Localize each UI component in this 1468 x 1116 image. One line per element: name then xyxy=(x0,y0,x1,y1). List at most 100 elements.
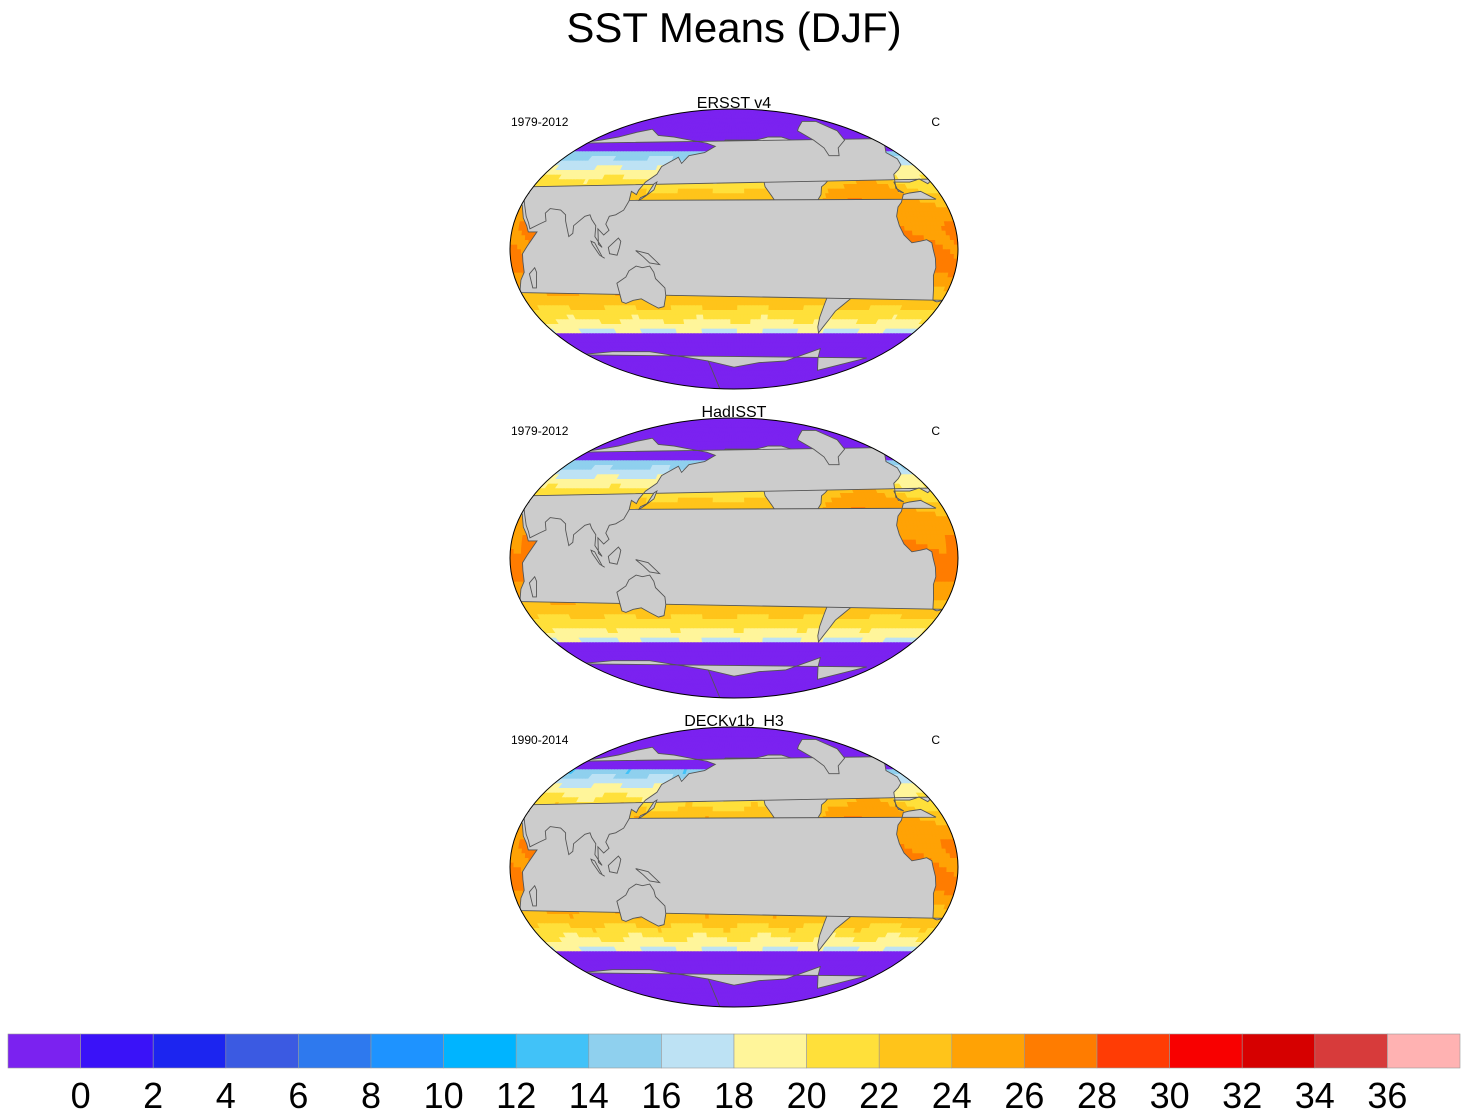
sst-cell xyxy=(739,328,745,334)
sst-cell xyxy=(833,374,846,381)
sst-cell xyxy=(935,244,940,250)
sst-cell xyxy=(720,328,725,334)
sst-cell xyxy=(708,300,714,306)
sst-cell xyxy=(737,300,742,306)
sst-cell xyxy=(615,374,630,381)
sst-cell xyxy=(891,351,904,357)
sst-cell xyxy=(935,253,940,259)
sst-cell xyxy=(829,374,842,381)
sst-cell xyxy=(912,332,922,338)
sst-cell xyxy=(814,383,834,389)
sst-cell xyxy=(728,351,732,357)
sst-cell xyxy=(858,369,871,376)
sst-cell xyxy=(836,374,850,381)
sst-cell xyxy=(650,383,666,389)
sst-cell xyxy=(706,314,711,320)
sst-cell xyxy=(840,374,855,381)
sst-cell xyxy=(737,314,742,320)
sst-cell xyxy=(648,383,665,389)
sst-cell xyxy=(645,383,662,389)
sst-cell xyxy=(712,192,717,198)
sst-cell xyxy=(733,300,738,306)
sst-cell xyxy=(520,244,526,250)
sst-cell xyxy=(727,337,732,343)
sst-cell xyxy=(546,332,556,338)
sst-cell xyxy=(806,383,823,389)
sst-cell xyxy=(517,248,522,254)
sst-cell xyxy=(624,374,637,381)
sst-cell xyxy=(747,192,753,198)
sst-cell xyxy=(750,304,756,310)
sst-cell xyxy=(583,360,597,367)
sst-cell xyxy=(736,337,741,343)
sst-cell xyxy=(538,328,548,334)
sst-cell xyxy=(599,369,613,376)
sst-cell xyxy=(868,365,881,371)
sst-cell xyxy=(621,379,637,385)
sst-cell xyxy=(660,383,675,389)
sst-cell xyxy=(623,379,639,385)
sst-cell xyxy=(731,374,735,381)
sst-cell xyxy=(908,234,914,240)
sst-cell xyxy=(737,192,742,198)
sst-cell xyxy=(743,314,749,320)
sst-cell xyxy=(831,374,844,381)
sst-cell xyxy=(620,374,634,381)
sst-cell xyxy=(876,356,889,362)
sst-cell xyxy=(705,192,710,198)
sst-cell xyxy=(932,314,940,320)
sst-cell xyxy=(733,346,738,352)
sst-cell xyxy=(730,309,735,315)
sst-cell xyxy=(628,379,644,385)
sst-cell xyxy=(625,379,641,385)
sst-cell xyxy=(723,323,728,329)
sst-cell xyxy=(558,342,569,348)
sst-cell xyxy=(946,253,951,259)
sst-cell xyxy=(524,234,530,240)
sst-cell xyxy=(722,300,728,306)
sst-cell xyxy=(522,304,530,310)
sst-cell xyxy=(744,192,749,198)
sst-cell xyxy=(730,300,735,306)
sst-cell xyxy=(636,383,655,389)
sst-cell xyxy=(609,374,624,381)
sst-cell xyxy=(803,383,820,389)
sst-cell xyxy=(586,360,599,367)
sst-cell xyxy=(737,304,742,310)
sst-cell xyxy=(740,323,745,329)
sst-field xyxy=(510,109,958,389)
sst-cell xyxy=(950,244,955,250)
sst-cell xyxy=(810,383,828,389)
sst-cell xyxy=(861,365,873,371)
sst-cell xyxy=(574,356,587,362)
sst-cell xyxy=(716,309,721,315)
sst-cell xyxy=(938,248,944,254)
sst-cell xyxy=(754,304,759,310)
sst-cell xyxy=(938,239,944,245)
sst-cell xyxy=(597,365,609,371)
sst-cell xyxy=(740,309,745,315)
sst-cell xyxy=(816,379,830,385)
sst-cell xyxy=(730,337,735,343)
sst-cell xyxy=(571,356,584,362)
sst-cell xyxy=(547,337,558,343)
sst-cell xyxy=(819,379,834,385)
sst-cell xyxy=(705,304,711,310)
sst-cell xyxy=(576,356,589,362)
sst-cell xyxy=(592,365,605,371)
sst-cell xyxy=(740,318,745,324)
sst-cell xyxy=(942,248,948,254)
sst-cell xyxy=(661,383,676,389)
sst-cell xyxy=(730,192,735,198)
sst-cell xyxy=(831,379,847,385)
sst-cell xyxy=(726,300,731,306)
sst-cell xyxy=(733,351,738,357)
sst-cell xyxy=(608,369,621,376)
sst-cell xyxy=(893,346,904,352)
panel-units: C xyxy=(931,115,940,129)
sst-cell xyxy=(736,318,742,324)
sst-cell xyxy=(826,379,841,385)
sst-cell xyxy=(827,379,843,385)
sst-cell xyxy=(730,323,735,329)
sst-cell xyxy=(744,300,749,306)
